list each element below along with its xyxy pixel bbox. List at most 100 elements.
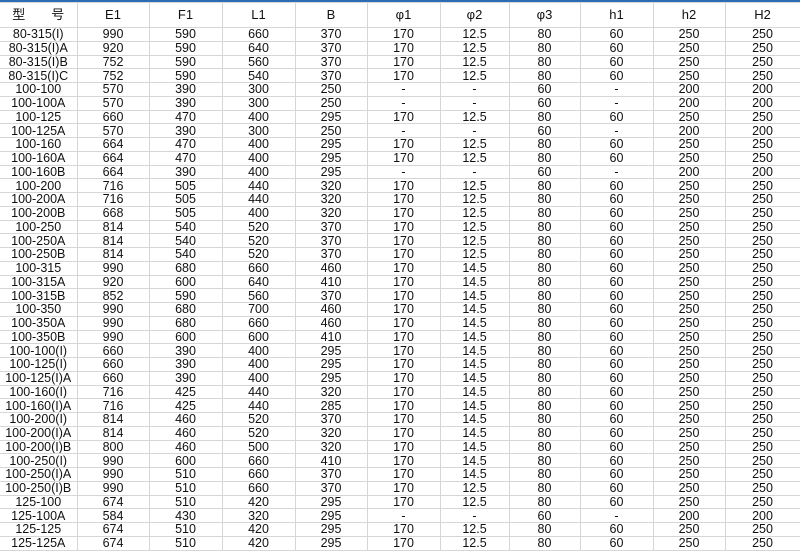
value-cell: 60 bbox=[579, 425, 654, 441]
value-cell: 80 bbox=[508, 357, 581, 372]
value-cell: - bbox=[366, 123, 441, 138]
value-cell: 990 bbox=[76, 480, 150, 496]
value-cell: 12.5 bbox=[439, 27, 510, 42]
table-row: 100-100 570 390 300 250- -60-200 200 bbox=[0, 82, 800, 97]
value-cell: 250 bbox=[724, 412, 800, 427]
value-cell: 250 bbox=[652, 425, 726, 441]
value-cell: 510 bbox=[148, 522, 223, 537]
value-cell: 410 bbox=[294, 274, 368, 290]
model-cell: 100-250 bbox=[0, 219, 78, 235]
table-row: 80-315(I)B 752 590 560 370 170 12.5 80 60 250 250 bbox=[0, 54, 800, 70]
value-cell: 250 bbox=[724, 370, 800, 386]
value-cell: 60 bbox=[508, 508, 581, 523]
value-cell: 674 bbox=[76, 494, 150, 510]
value-cell: 250 bbox=[724, 425, 800, 441]
value-cell: 250 bbox=[652, 439, 726, 455]
value-cell: 420 bbox=[221, 494, 296, 510]
value-cell: 990 bbox=[76, 302, 150, 317]
column-header: L1 bbox=[221, 2, 296, 28]
value-cell: 505 bbox=[148, 178, 223, 193]
value-cell: 664 bbox=[76, 137, 150, 152]
value-cell: 200 bbox=[724, 123, 800, 138]
value-cell: 250 bbox=[724, 494, 800, 510]
value-cell: 60 bbox=[579, 233, 654, 248]
column-header: E1 bbox=[76, 2, 150, 28]
value-cell: 12.5 bbox=[439, 40, 510, 56]
value-cell: 250 bbox=[294, 123, 368, 138]
value-cell: 250 bbox=[724, 384, 800, 400]
value-cell: 814 bbox=[76, 233, 150, 248]
value-cell: 60 bbox=[579, 343, 654, 358]
value-cell: 60 bbox=[579, 247, 654, 262]
value-cell: 200 bbox=[652, 95, 726, 111]
model-cell: 100-250A bbox=[0, 233, 78, 248]
value-cell: 600 bbox=[148, 274, 223, 290]
value-cell: 14.5 bbox=[439, 260, 510, 276]
table-row: 100-250(I)A 990 510 660 370 170 14.5 80 60 250 250 bbox=[0, 467, 800, 482]
model-cell: 100-315B bbox=[0, 288, 78, 303]
value-cell: 250 bbox=[724, 398, 800, 413]
value-cell: 370 bbox=[294, 233, 368, 248]
value-cell: 540 bbox=[221, 68, 296, 83]
value-cell: 200 bbox=[652, 82, 726, 97]
table-row: 125-100A 584 430 320 295- -60-200 200 bbox=[0, 508, 800, 523]
table-row: 100-250A 814 540 520 370 170 12.5 80 60 250 250 bbox=[0, 233, 800, 248]
value-cell: 250 bbox=[724, 109, 800, 125]
value-cell: 470 bbox=[148, 109, 223, 125]
value-cell: 14.5 bbox=[439, 370, 510, 386]
value-cell: 590 bbox=[148, 288, 223, 303]
value-cell: 170 bbox=[366, 233, 441, 248]
value-cell: 60 bbox=[579, 398, 654, 413]
value-cell: 80 bbox=[508, 302, 581, 317]
value-cell: 60 bbox=[579, 274, 654, 290]
value-cell: 250 bbox=[724, 68, 800, 83]
value-cell: 390 bbox=[148, 370, 223, 386]
model-cell: 100-160(I) bbox=[0, 384, 78, 400]
value-cell: 440 bbox=[221, 398, 296, 413]
value-cell: 668 bbox=[76, 205, 150, 221]
value-cell: - bbox=[366, 82, 441, 97]
value-cell: 80 bbox=[508, 274, 581, 290]
value-cell: 660 bbox=[221, 315, 296, 331]
value-cell: 250 bbox=[652, 370, 726, 386]
value-cell: 370 bbox=[294, 68, 368, 83]
value-cell: 852 bbox=[76, 288, 150, 303]
value-cell: 80 bbox=[508, 150, 581, 166]
value-cell: 14.5 bbox=[439, 315, 510, 331]
value-cell: 12.5 bbox=[439, 233, 510, 248]
value-cell: 400 bbox=[221, 370, 296, 386]
column-header: H2 bbox=[724, 2, 800, 28]
table-row: 100-160B 664 390 400 295- -60-200 200 bbox=[0, 164, 800, 180]
value-cell: 60 bbox=[579, 384, 654, 400]
value-cell: 716 bbox=[76, 192, 150, 207]
value-cell: - bbox=[579, 123, 654, 138]
table-row: 100-315 990 680 660 460 170 14.5 80 60 250 250 bbox=[0, 260, 800, 276]
value-cell: 170 bbox=[366, 205, 441, 221]
value-cell: 460 bbox=[148, 412, 223, 427]
value-cell: 60 bbox=[579, 260, 654, 276]
value-cell: 390 bbox=[148, 123, 223, 138]
value-cell: 12.5 bbox=[439, 480, 510, 496]
value-cell: 60 bbox=[579, 109, 654, 125]
value-cell: 60 bbox=[579, 494, 654, 510]
value-cell: 390 bbox=[148, 357, 223, 372]
value-cell: 80 bbox=[508, 137, 581, 152]
value-cell: 250 bbox=[652, 68, 726, 83]
value-cell: 170 bbox=[366, 54, 441, 70]
value-cell: 250 bbox=[724, 522, 800, 537]
value-cell: 410 bbox=[294, 453, 368, 468]
value-cell: 752 bbox=[76, 68, 150, 83]
value-cell: 170 bbox=[366, 247, 441, 262]
value-cell: 250 bbox=[652, 357, 726, 372]
value-cell: 14.5 bbox=[439, 398, 510, 413]
value-cell: 470 bbox=[148, 137, 223, 152]
value-cell: 814 bbox=[76, 425, 150, 441]
value-cell: 80 bbox=[508, 425, 581, 441]
top-border bbox=[0, 0, 800, 2]
value-cell: 80 bbox=[508, 178, 581, 193]
value-cell: 250 bbox=[652, 178, 726, 193]
value-cell: 920 bbox=[76, 274, 150, 290]
model-cell: 100-350B bbox=[0, 329, 78, 345]
